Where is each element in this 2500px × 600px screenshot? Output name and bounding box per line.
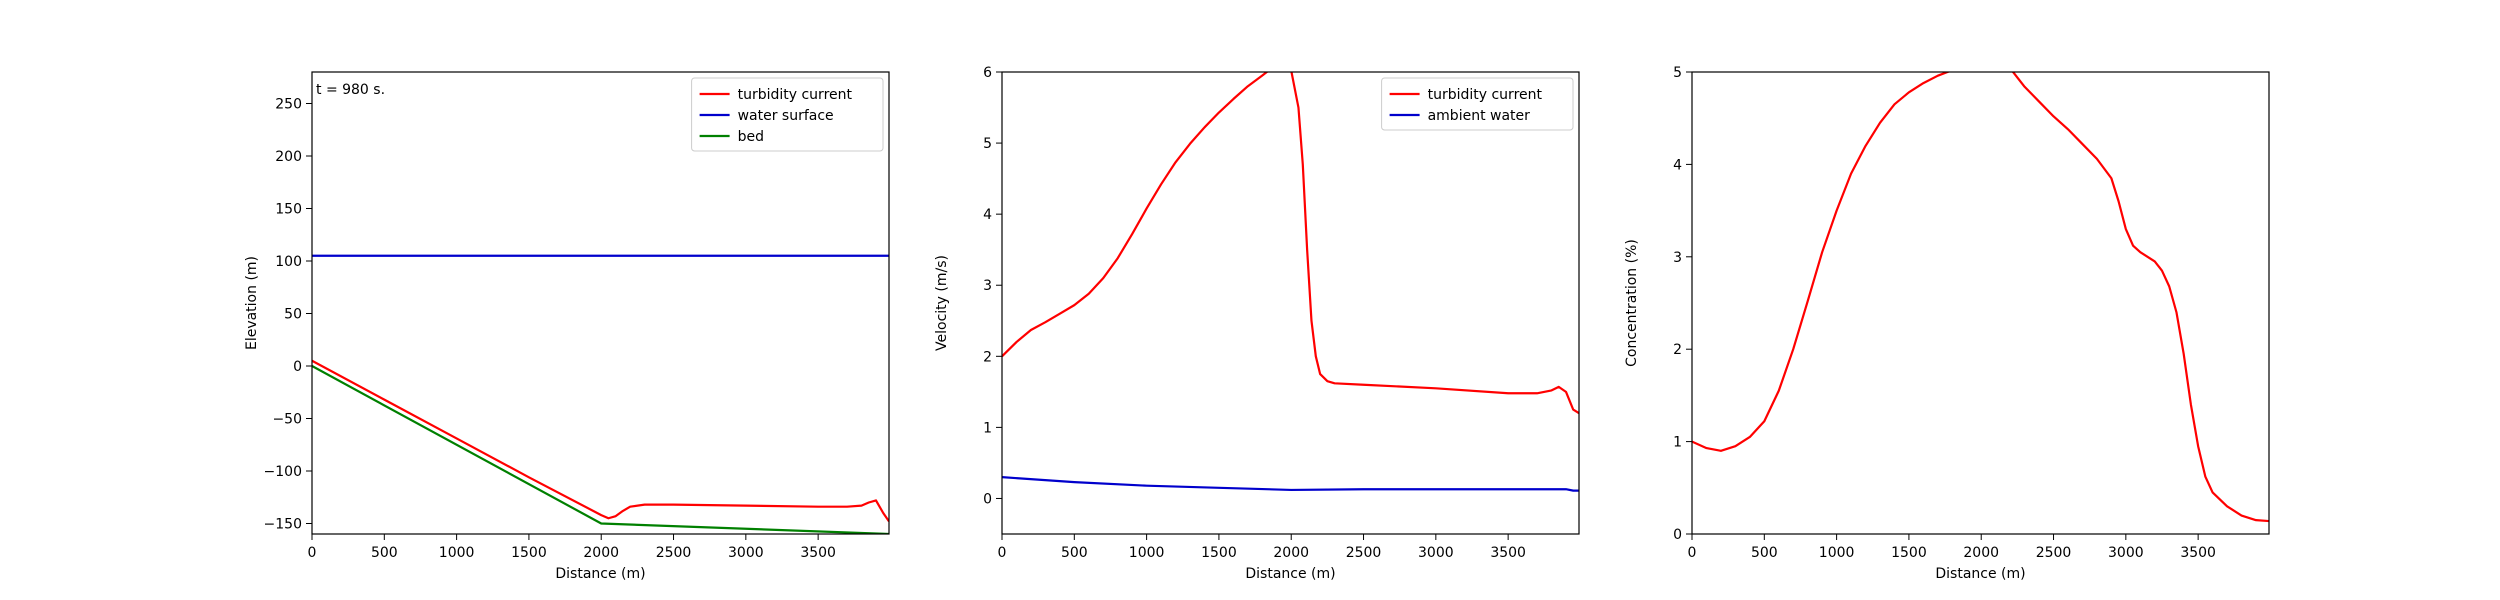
y-tick-label: 150: [275, 202, 302, 218]
y-tick-label: 0: [293, 359, 302, 375]
velocity-panel: turbidity current ambient water 0 500 1000 1…: [934, 65, 1580, 582]
y-tick-label: 2: [1673, 342, 1682, 358]
y-tick-label: −100: [264, 464, 302, 480]
x-tick-label: 3000: [728, 545, 764, 561]
x-tick-label: 2500: [1346, 545, 1382, 561]
legend-entry: bed: [738, 129, 764, 145]
x-tick-label: 500: [371, 545, 398, 561]
x-tick-label: 3000: [1418, 545, 1454, 561]
y-tick-label: 250: [275, 97, 302, 113]
x-axis-label: Distance (m): [555, 566, 645, 582]
series-line-ambient-water: [1002, 476, 1579, 492]
y-tick-label: 4: [1673, 157, 1682, 173]
x-tick-label: 3500: [1490, 545, 1526, 561]
series-line-turbidity-current: [312, 359, 889, 523]
y-tick-label: 0: [983, 491, 992, 507]
y-axis-label: Velocity (m/s): [934, 255, 950, 351]
x-tick-label: 2500: [656, 545, 692, 561]
series-group: [1692, 72, 2269, 523]
x-axis-label: Distance (m): [1935, 566, 2025, 582]
y-tick-label: 200: [275, 149, 302, 165]
series-line-0: [1692, 72, 2269, 523]
series-line-bed: [312, 365, 889, 534]
x-tick-label: 500: [1751, 545, 1778, 561]
legend-box: [1381, 77, 1574, 131]
axes-frame: [1001, 71, 1580, 535]
x-tick-label: 3500: [2180, 545, 2216, 561]
y-tick-label: 2: [983, 349, 992, 365]
x-tick-label: 2500: [2036, 545, 2072, 561]
y-tick-label: 3: [983, 278, 992, 294]
y-tick-label: 5: [983, 136, 992, 152]
series-group: [312, 254, 889, 534]
y-axis-label: Concentration (%): [1624, 239, 1640, 367]
y-tick-label: 1: [1673, 435, 1682, 451]
y-tick-label: −150: [264, 517, 302, 533]
x-tick-label: 1500: [1201, 545, 1237, 561]
series-line-turbidity-current: [1002, 72, 1579, 415]
axes-frame: [1691, 71, 2270, 535]
legend-entry: ambient water: [1428, 108, 1531, 124]
y-tick-label: 1: [983, 420, 992, 436]
x-tick-label: 1000: [439, 545, 475, 561]
y-tick-label: 100: [275, 254, 302, 270]
y-tick-label: 4: [983, 207, 992, 223]
x-tick-label: 1000: [1129, 545, 1165, 561]
legend-entry: turbidity current: [1428, 87, 1543, 103]
legend-entry: water surface: [738, 108, 834, 124]
y-tick-label: 50: [284, 307, 302, 323]
x-tick-label: 0: [998, 545, 1007, 561]
y-tick-label: 6: [983, 65, 992, 81]
x-tick-label: 3500: [800, 545, 836, 561]
concentration-panel: 0 500 1000 1500 2000 2500 3000 3500 0 1 2 3 4 5 Distan…: [1624, 65, 2270, 582]
elevation-panel: t = 980 s. turbidity current water surfac…: [244, 71, 890, 582]
x-tick-label: 0: [1688, 545, 1697, 561]
y-axis-label: Elevation (m): [244, 256, 260, 350]
elevation-annotation: t = 980 s.: [316, 82, 385, 98]
y-tick-label: 0: [1673, 527, 1682, 543]
x-tick-label: 3000: [2108, 545, 2144, 561]
y-tick-label: 5: [1673, 65, 1682, 81]
x-tick-label: 1500: [511, 545, 547, 561]
y-tick-label: −50: [272, 412, 302, 428]
series-group: [1002, 72, 1579, 492]
legend-box: [691, 77, 884, 152]
x-axis-label: Distance (m): [1245, 566, 1335, 582]
velocity-legend: turbidity current ambient water: [1381, 77, 1574, 131]
x-tick-label: 0: [308, 545, 317, 561]
x-tick-label: 1000: [1819, 545, 1855, 561]
x-tick-label: 2000: [1963, 545, 1999, 561]
y-tick-label: 3: [1673, 250, 1682, 266]
x-tick-label: 500: [1061, 545, 1088, 561]
axes-frame: [311, 71, 890, 535]
x-tick-label: 2000: [583, 545, 619, 561]
elevation-legend: turbidity current water surface bed: [691, 77, 884, 152]
x-tick-label: 1500: [1891, 545, 1927, 561]
x-tick-label: 2000: [1273, 545, 1309, 561]
legend-entry: turbidity current: [738, 87, 853, 103]
